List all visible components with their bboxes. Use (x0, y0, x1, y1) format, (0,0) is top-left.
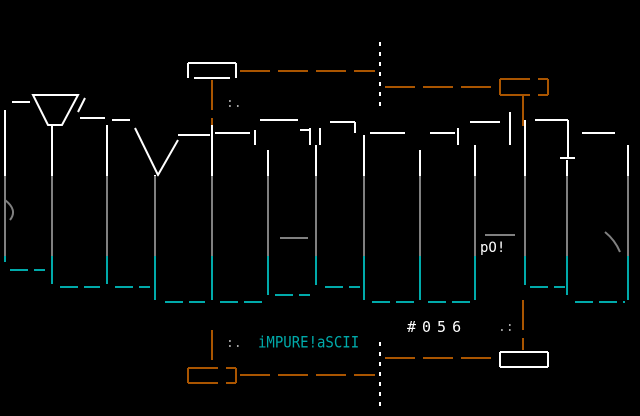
artist-signature: pO! (480, 240, 506, 256)
issue-number: #056 (407, 318, 468, 336)
funnel-icon (31, 94, 86, 126)
top-frame (187, 42, 549, 130)
dots-decoration: :. (226, 96, 242, 111)
bottom-frame (187, 300, 549, 412)
dots-decoration: .: (498, 320, 514, 335)
logo-letters (4, 101, 629, 300)
logo-bottom-dashes (10, 269, 625, 303)
dots-decoration: :. (226, 336, 242, 351)
group-name: iMPURE!aSCII (258, 333, 360, 353)
